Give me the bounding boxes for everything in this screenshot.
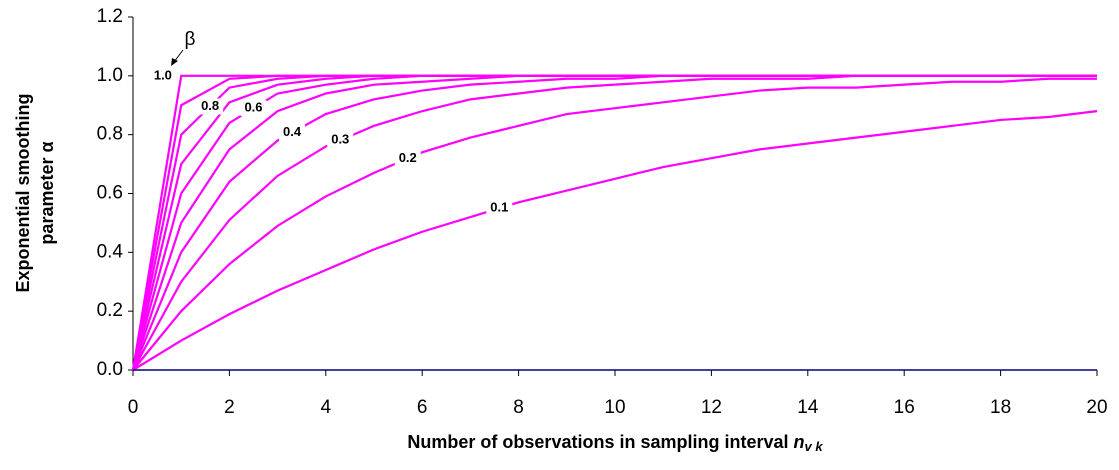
x-tick-label: 16 — [894, 397, 915, 418]
parameter-symbol: β — [185, 29, 196, 50]
series-line — [131, 74, 1097, 371]
y-tick-label: 1.0 — [97, 65, 123, 86]
label-bg — [197, 98, 224, 115]
series-label: 1.0 — [154, 67, 172, 82]
series-line — [132, 110, 1098, 371]
series-label: 0.2 — [399, 150, 417, 165]
y-axis-title: parameter α — [37, 141, 57, 244]
x-tick-label: 2 — [224, 397, 235, 418]
x-tick-label: 10 — [604, 397, 625, 418]
series-line — [131, 74, 1097, 371]
x-tick-label: 0 — [128, 397, 139, 418]
series-label: 0.4 — [283, 124, 302, 139]
series-line — [131, 74, 1097, 371]
series-line — [131, 74, 1097, 371]
x-tick-label: 8 — [513, 397, 524, 418]
label-bg — [486, 200, 513, 217]
series-line — [131, 74, 1097, 371]
x-axis-title: Number of observations in sampling inter… — [407, 432, 823, 455]
series-label: 0.3 — [331, 132, 349, 147]
y-tick-label: 0.2 — [97, 300, 123, 321]
x-tick-label: 6 — [417, 397, 428, 418]
label-bg — [394, 150, 421, 167]
x-label-subscript: v k — [805, 439, 824, 454]
series-line — [132, 74, 1097, 371]
label-bg — [240, 100, 267, 117]
series-label: 0.6 — [244, 100, 262, 115]
y-tick-label: 0.4 — [97, 241, 124, 262]
label-bg — [327, 132, 354, 149]
x-tick-label: 14 — [797, 397, 819, 418]
label-bg — [149, 67, 176, 84]
series-label: 0.8 — [201, 98, 219, 113]
series-line — [131, 74, 1097, 371]
x-tick-label: 12 — [701, 397, 722, 418]
series-label: 0.1 — [490, 200, 508, 215]
x-label-symbol: n — [794, 432, 805, 452]
x-tick-label: 4 — [321, 397, 332, 418]
y-tick-label: 0.0 — [97, 359, 123, 380]
series-line — [132, 77, 1097, 371]
y-tick-label: 0.6 — [97, 183, 123, 204]
y-axis-title: Exponential smoothing — [13, 93, 33, 292]
x-tick-label: 18 — [990, 397, 1011, 418]
y-tick-label: 0.8 — [97, 124, 123, 145]
x-label-text: Number of observations in sampling inter… — [407, 432, 793, 452]
y-tick-label: 1.2 — [97, 6, 123, 27]
x-tick-label: 20 — [1086, 397, 1107, 418]
arrow-head — [171, 58, 178, 66]
label-bg — [279, 124, 306, 141]
series-line — [131, 74, 1097, 371]
